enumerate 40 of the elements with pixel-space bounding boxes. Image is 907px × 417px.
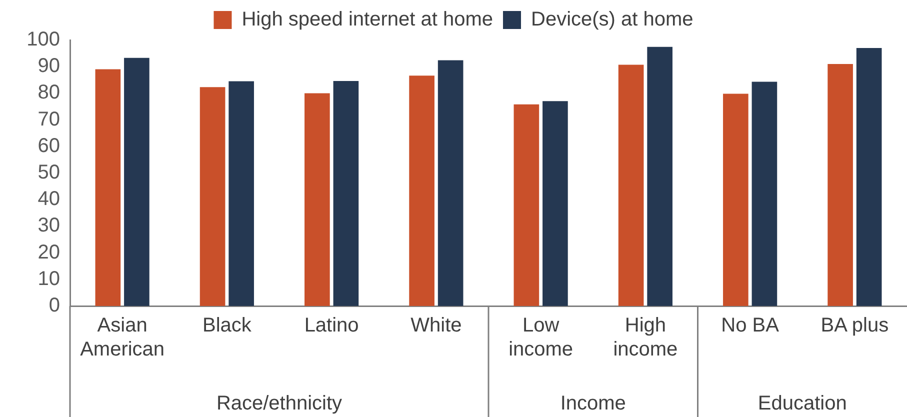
bar [228,81,254,306]
y-tick-label: 70 [38,108,60,130]
y-tick-label: 50 [38,162,60,184]
bar [438,60,464,306]
y-tick-label: 60 [38,134,60,157]
bar [856,48,882,306]
bar [828,64,853,306]
x-tick-label: Low income [508,314,574,361]
y-tick-label: 100 [26,28,60,51]
y-tick-label: 10 [38,268,60,290]
bar [723,94,748,306]
y-tick-label: 0 [48,294,60,317]
bar [542,101,568,306]
legend-label: High speed internet at home [242,8,494,31]
bar [618,64,644,306]
text: Education [758,392,847,415]
text: Income [560,392,626,415]
bar [304,93,330,306]
x-tick-label: BA plus [820,314,889,337]
legend-label: Device(s) at home [530,8,694,31]
x-tick-label: Asian American [80,314,165,361]
bar [514,104,540,306]
bar [647,46,672,306]
x-tick-label: High income [613,314,678,361]
text: Race/ethnicity [216,392,342,415]
bar [752,82,778,306]
x-tick-label: No BA [721,314,780,337]
y-tick-label: 20 [38,241,60,264]
x-tick-label: Black [202,314,252,337]
bar [333,80,359,306]
bar [200,87,226,306]
y-tick-label: 30 [38,214,60,237]
bar [95,69,121,306]
y-tick-label: 80 [38,82,60,104]
y-tick-label: 40 [38,188,60,210]
x-tick-label: White [410,314,462,337]
bar [409,76,434,306]
y-tick-label: 90 [38,55,60,78]
bar [124,58,150,306]
x-tick-label: Latino [304,314,359,337]
